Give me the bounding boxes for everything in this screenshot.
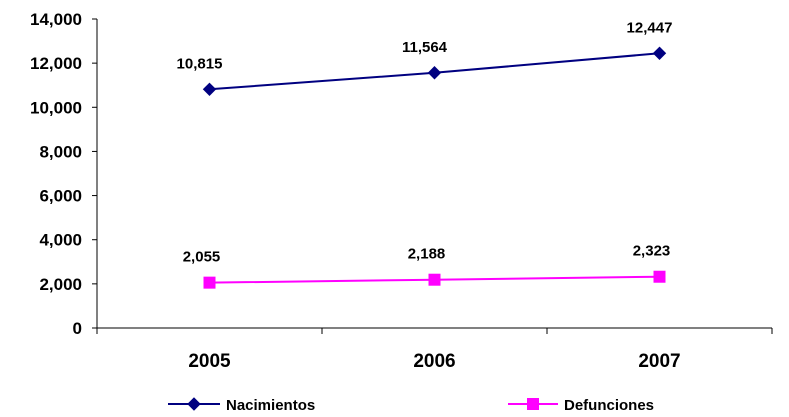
data-label: 10,815	[177, 55, 223, 72]
y-tick-label: 14,000	[30, 10, 82, 29]
y-tick-label: 10,000	[30, 98, 82, 117]
data-point	[653, 270, 666, 283]
legend-item-nacimientos: Nacimientos	[168, 397, 315, 414]
data-label: 2,055	[183, 249, 221, 266]
data-label: 2,323	[633, 243, 671, 260]
data-label: 2,188	[408, 246, 446, 263]
legend-item-defunciones: Defunciones	[508, 397, 654, 414]
chart-axes	[96, 19, 772, 329]
x-tick-label: 2005	[188, 351, 231, 372]
legend-marker	[187, 397, 201, 411]
data-point	[203, 276, 216, 289]
x-tick-label: 2007	[638, 351, 680, 372]
legend-marker	[527, 398, 539, 410]
data-label: 12,447	[627, 19, 673, 36]
legend-label: Defunciones	[564, 397, 654, 412]
data-point	[427, 66, 442, 80]
y-tick-label: 6,000	[39, 187, 82, 206]
series-defunciones: 2,055 2,188 2,323	[183, 243, 671, 289]
data-point	[652, 46, 667, 60]
series-nacimientos: 10,815 11,564 12,447	[177, 19, 673, 97]
chart-legend: Nacimientos Defunciones	[168, 397, 654, 414]
x-axis-ticks: 2005 2006 2007	[96, 328, 773, 372]
data-point	[202, 82, 217, 97]
data-point	[428, 273, 441, 286]
series-layer: 10,815 11,564 12,447 2,055 2,188 2,323	[177, 19, 673, 289]
legend-label: Nacimientos	[226, 397, 315, 412]
y-tick-label: 4,000	[39, 231, 82, 250]
y-tick-label: 2,000	[39, 275, 82, 294]
data-label: 11,564	[402, 39, 448, 56]
y-tick-label: 12,000	[30, 54, 82, 73]
x-tick-label: 2006	[413, 351, 455, 372]
y-axis-ticks: 0 2,000 4,000 6,000 8,000 10,000 12,000 14,000	[30, 10, 97, 338]
y-tick-label: 0	[73, 319, 82, 338]
y-tick-label: 8,000	[39, 142, 82, 161]
